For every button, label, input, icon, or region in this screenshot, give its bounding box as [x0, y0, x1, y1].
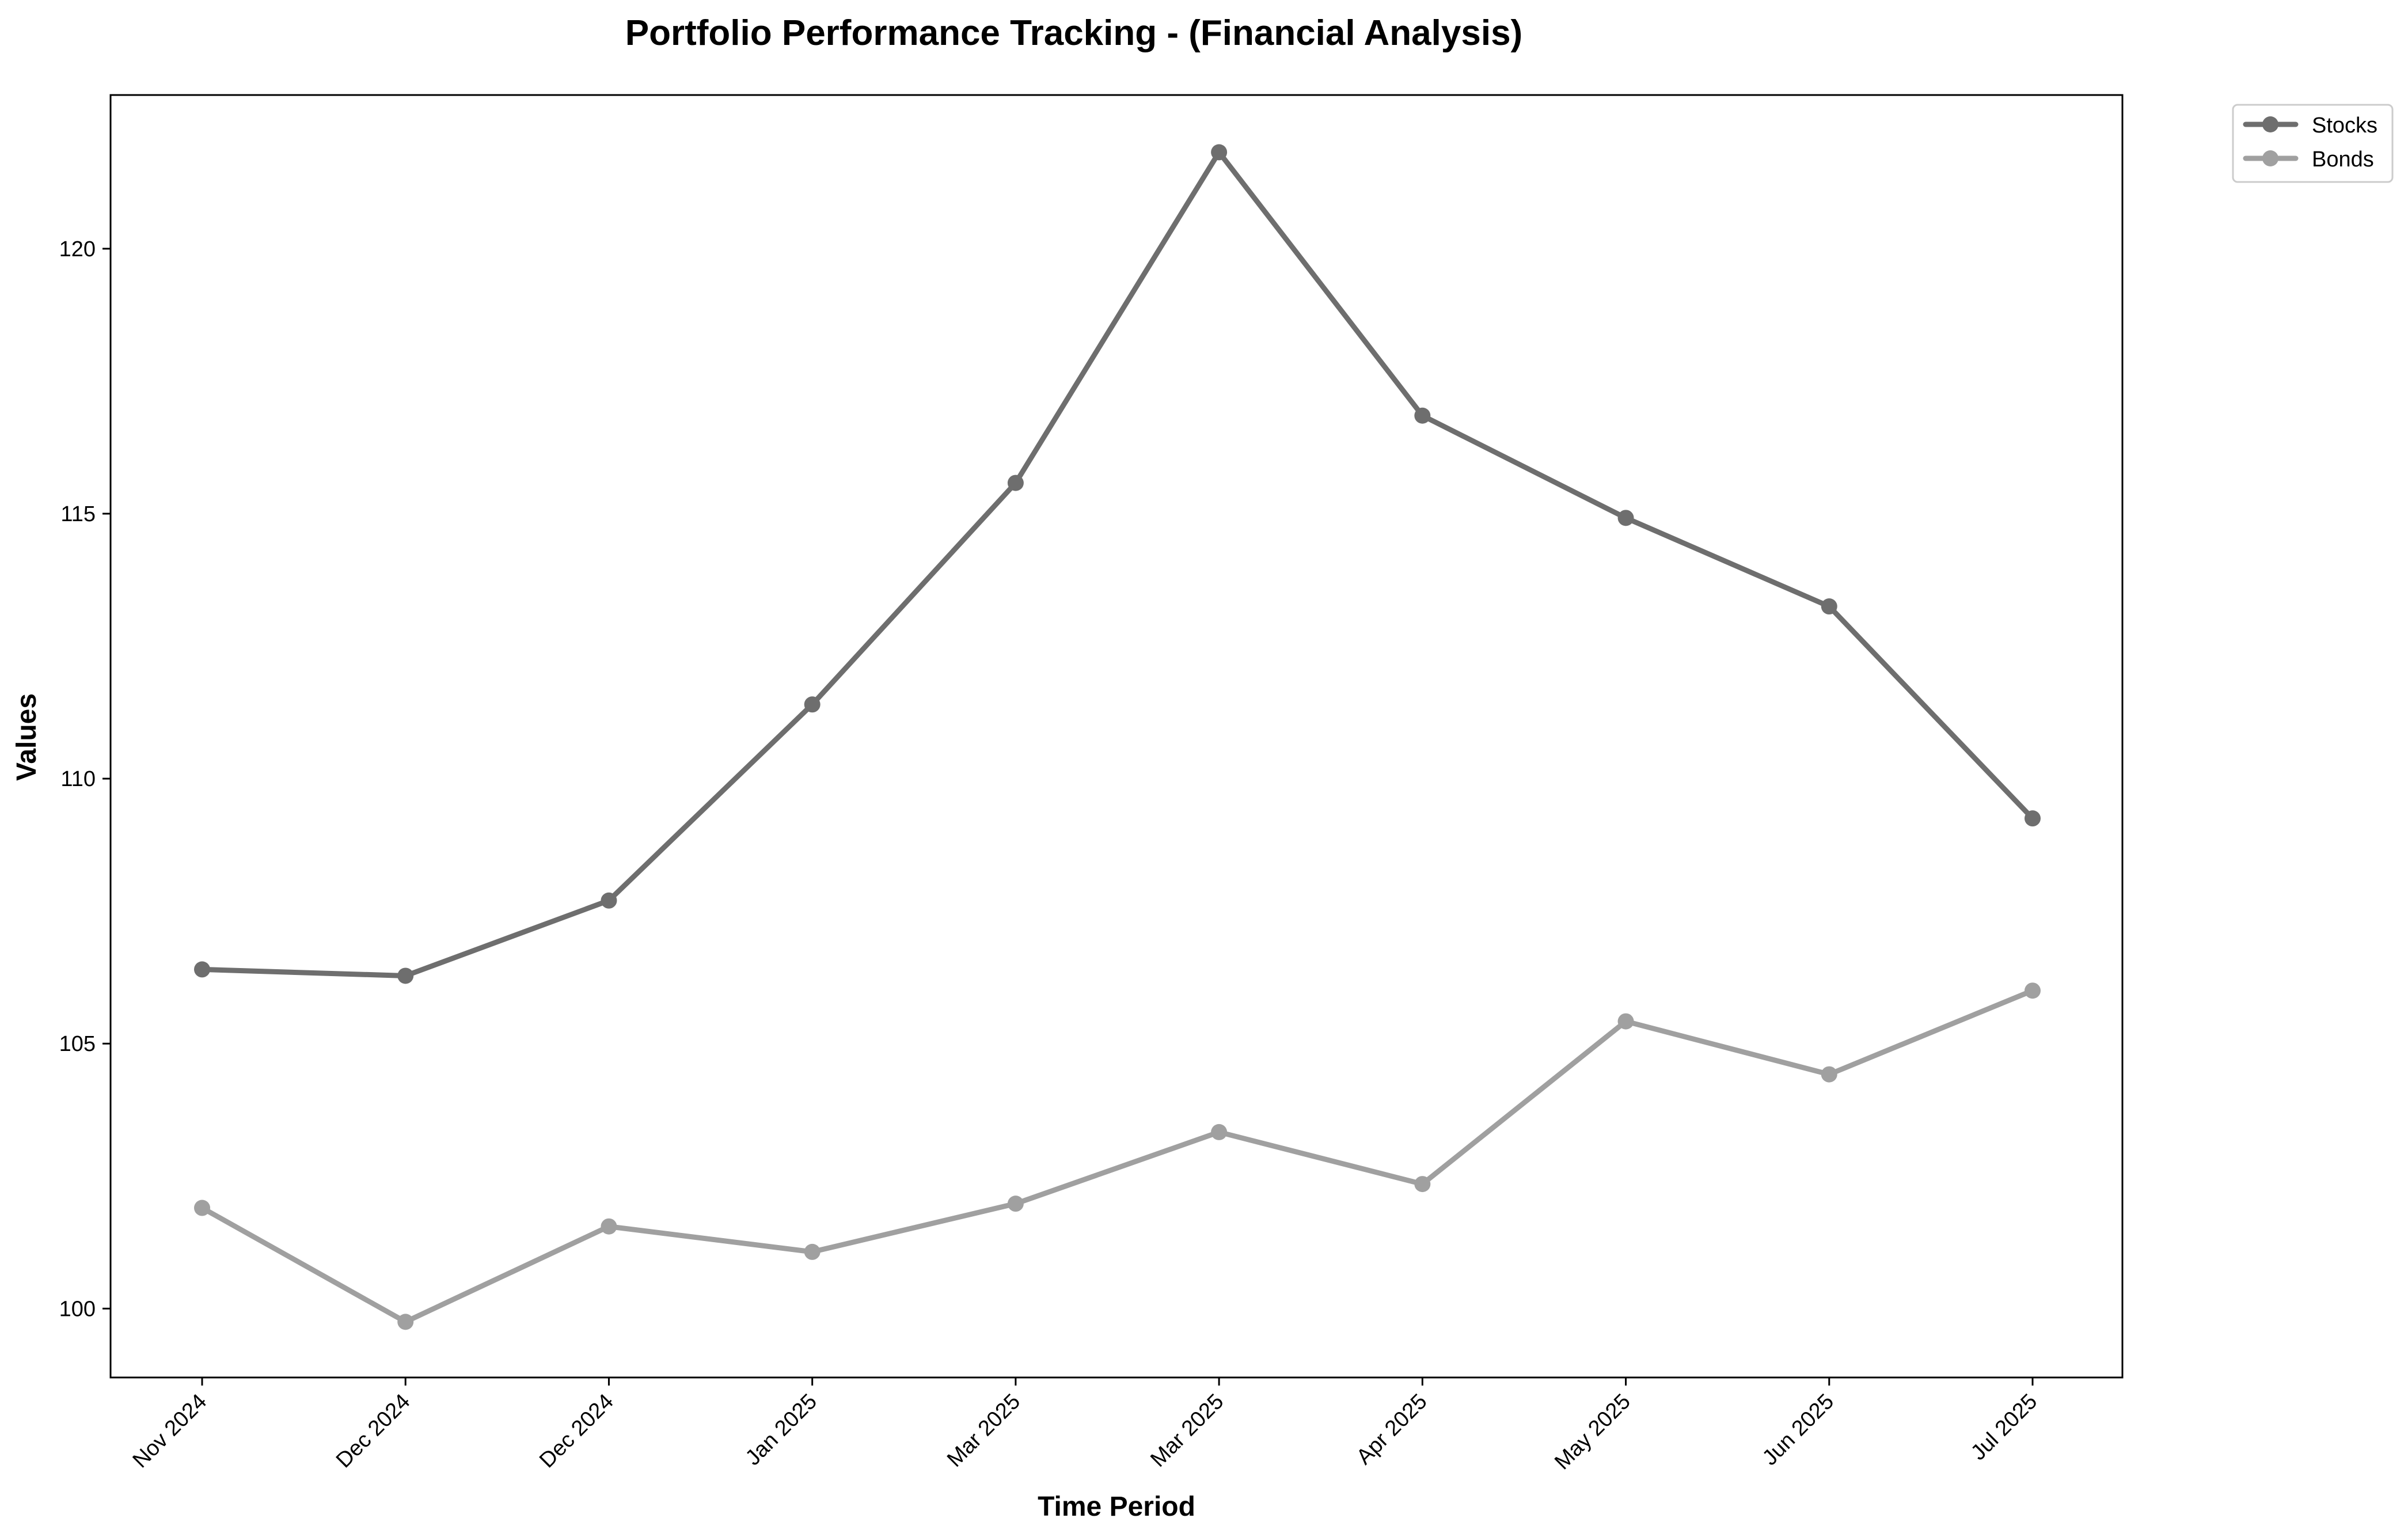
data-point-stocks — [397, 967, 414, 984]
plot-frame — [109, 94, 2124, 1379]
data-point-bonds — [1414, 1176, 1431, 1193]
x-tick-label: Jan 2025 — [741, 1390, 822, 1470]
legend-label-stocks: Stocks — [2312, 113, 2377, 138]
data-point-bonds — [1211, 1124, 1228, 1140]
data-point-bonds — [1007, 1196, 1024, 1212]
y-tick-label: 105 — [59, 1032, 96, 1056]
x-tick-label: May 2025 — [1550, 1390, 1635, 1475]
y-tick-label: 110 — [60, 767, 96, 791]
data-point-bonds — [2025, 982, 2041, 999]
x-tick-label: Nov 2024 — [128, 1390, 212, 1473]
x-tick-label: Apr 2025 — [1352, 1390, 1432, 1470]
x-tick-label: Dec 2024 — [535, 1390, 618, 1473]
x-tick-label: Mar 2025 — [1146, 1390, 1228, 1472]
x-tick-label: Dec 2024 — [332, 1390, 415, 1473]
legend-dot-stocks — [2262, 116, 2278, 132]
data-point-bonds — [804, 1243, 821, 1260]
data-point-bonds — [601, 1218, 617, 1235]
plot-area — [194, 144, 2041, 1330]
legend: Stocks Bonds — [2232, 104, 2394, 183]
y-tick-label: 120 — [59, 237, 96, 261]
y-tick-label: 100 — [59, 1297, 96, 1321]
data-point-stocks — [601, 892, 617, 909]
legend-dot-bonds — [2262, 150, 2278, 166]
x-tick-label: Jun 2025 — [1758, 1390, 1839, 1470]
x-tick-label: Mar 2025 — [943, 1390, 1025, 1472]
series-line-stocks — [199, 149, 2035, 978]
chart-title: Portfolio Performance Tracking - (Financ… — [625, 13, 1522, 53]
data-point-stocks — [2025, 810, 2041, 827]
x-tick-label: Jul 2025 — [1966, 1390, 2042, 1465]
series-line-bonds — [199, 988, 2035, 1325]
data-point-bonds — [1821, 1066, 1837, 1083]
data-point-stocks — [804, 696, 821, 713]
data-point-stocks — [1821, 598, 1837, 615]
data-point-bonds — [397, 1314, 414, 1330]
data-point-stocks — [194, 961, 210, 978]
data-point-stocks — [1007, 475, 1024, 491]
y-tick-label: 115 — [60, 502, 96, 526]
x-axis-title: Time Period — [1038, 1492, 1195, 1522]
data-point-stocks — [1211, 144, 1228, 161]
legend-label-bonds: Bonds — [2312, 147, 2374, 172]
y-axis: 100 105 110 115 120 — [59, 237, 111, 1321]
x-axis: Nov 2024 Dec 2024 Dec 2024 Jan 2025 Mar 2025… — [128, 1377, 2042, 1474]
data-point-bonds — [1617, 1013, 1634, 1030]
data-point-stocks — [1414, 407, 1431, 424]
y-axis-title: Values — [12, 693, 42, 781]
data-point-stocks — [1617, 510, 1634, 526]
data-point-bonds — [194, 1200, 210, 1216]
